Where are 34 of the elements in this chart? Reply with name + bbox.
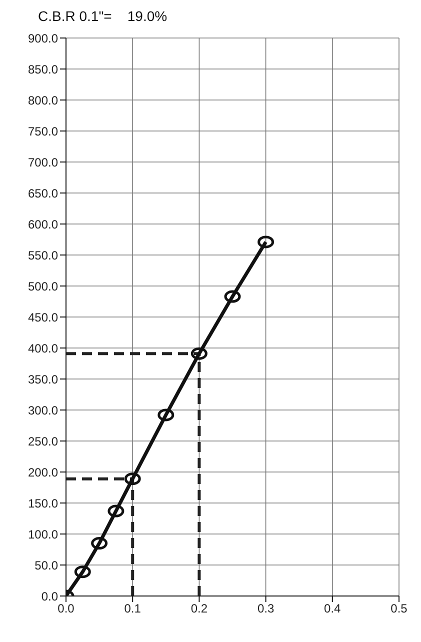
y-tick-label: 400.0: [28, 341, 58, 356]
point: [258, 236, 274, 248]
point: [190, 347, 208, 360]
point: [124, 472, 141, 486]
y-tick-label: 150.0: [28, 496, 58, 510]
x-tick-label: 0.2: [190, 602, 208, 616]
y-tick-label: 100.0: [28, 527, 58, 542]
y-tick-label: 350.0: [28, 372, 58, 386]
x-tick-label: 0.3: [257, 602, 274, 616]
y-tick-label: 0.0: [41, 589, 58, 604]
x-tick-label: 0.5: [390, 602, 408, 616]
chart-title: C.B.R 0.1"= 19.0%: [38, 8, 168, 26]
x-tick-label: 0.1: [124, 602, 142, 616]
y-tick-label: 800.0: [28, 93, 58, 108]
point: [108, 504, 124, 518]
point: [74, 566, 91, 578]
y-tick-label: 600.0: [28, 217, 58, 232]
y-tick-label: 450.0: [28, 310, 58, 324]
y-tick-label: 750.0: [28, 124, 58, 138]
point: [224, 290, 241, 303]
x-tick-label: 0.0: [58, 602, 75, 616]
x-tick-label: 0.4: [324, 602, 342, 616]
y-tick-label: 500.0: [28, 279, 58, 294]
y-tick-label: 850.0: [28, 62, 58, 76]
y-tick-label: 50.0: [34, 558, 58, 572]
y-tick-label: 900.0: [28, 31, 58, 46]
y-tick-label: 550.0: [28, 248, 58, 262]
point: [91, 537, 108, 550]
y-tick-label: 700.0: [28, 155, 58, 170]
y-tick-label: 200.0: [28, 465, 58, 480]
y-tick-label: 300.0: [28, 403, 58, 418]
point: [158, 408, 174, 422]
y-tick-label: 650.0: [28, 186, 58, 200]
y-tick-label: 250.0: [28, 434, 58, 448]
